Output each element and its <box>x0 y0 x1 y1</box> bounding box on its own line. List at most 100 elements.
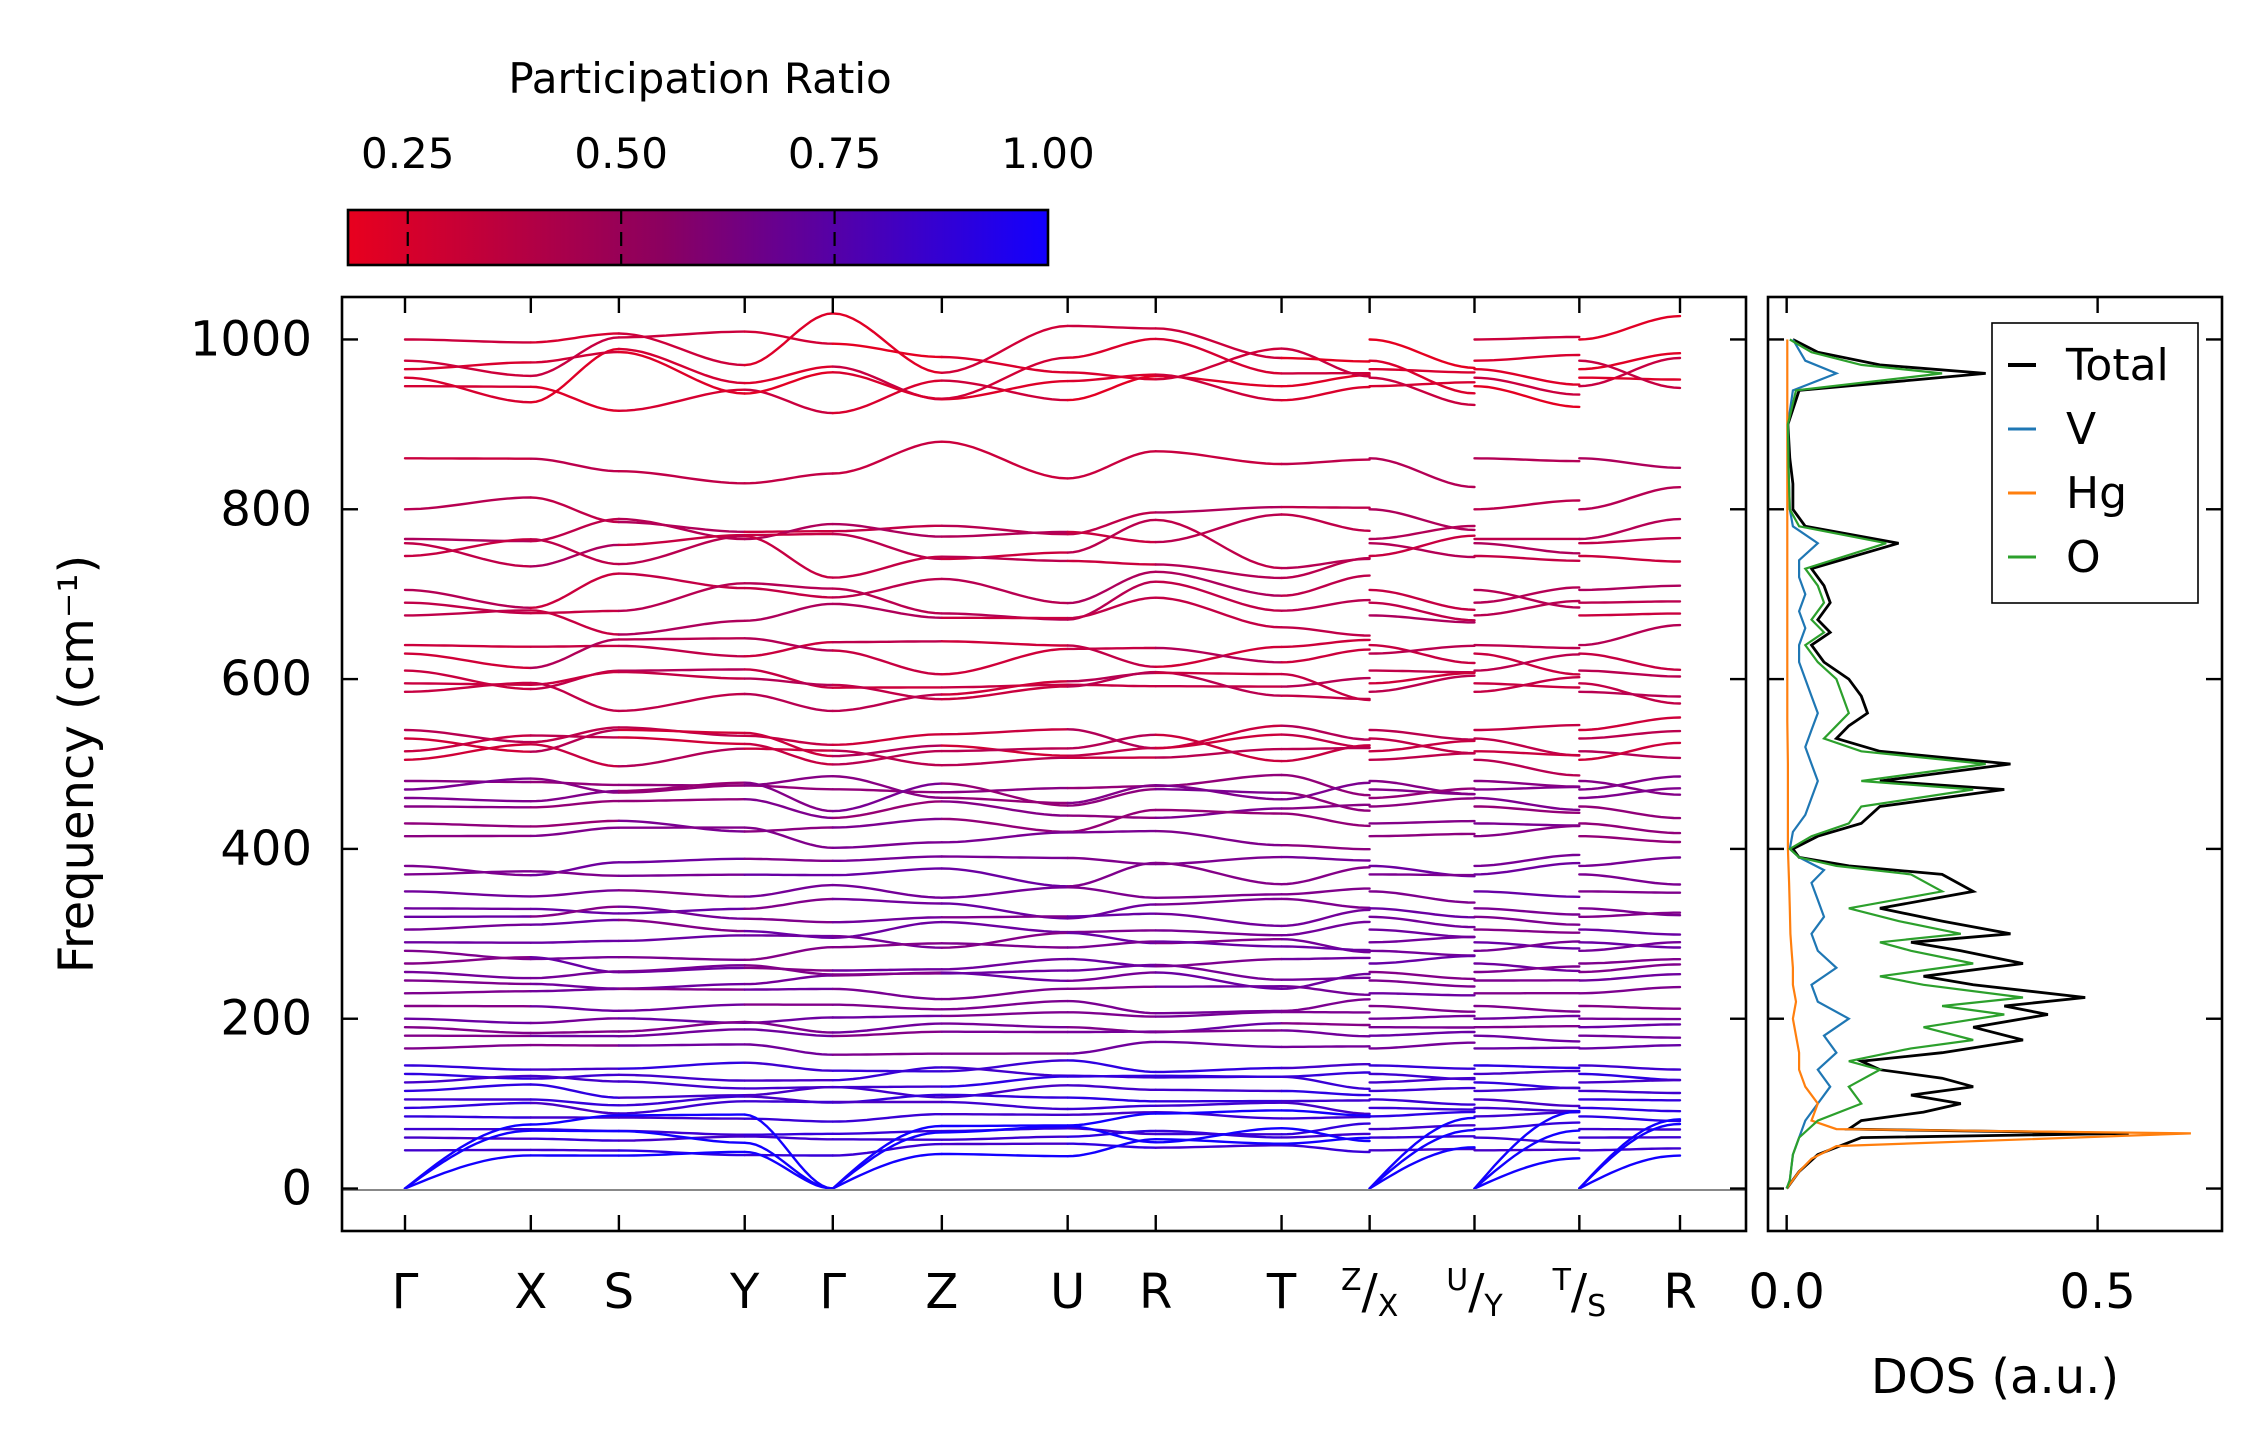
phonon-band-segment <box>1368 819 1476 825</box>
phonon-band-segment <box>1578 1147 1682 1152</box>
phonon-band-segment <box>1473 723 1581 732</box>
phonon-band-segment <box>1280 908 1371 928</box>
phonon-band-segment <box>831 1124 943 1190</box>
phonon-band-segment <box>1368 338 1476 370</box>
phonon-band-segment <box>1473 353 1581 362</box>
phonon-band-segment <box>1368 457 1476 489</box>
phonon-band-segment <box>940 324 1069 374</box>
phonon-band-segment <box>617 905 746 920</box>
phonon-band-segment <box>1280 897 1371 909</box>
phonon-band-segment <box>403 542 532 568</box>
phonon-band-segment <box>743 1100 834 1104</box>
phonon-band-segment <box>1066 1096 1157 1103</box>
phonon-band-segment <box>831 897 943 905</box>
phonon-band-segment <box>831 1069 943 1073</box>
phonon-band-segment <box>529 905 621 918</box>
phonon-band-segment <box>403 385 532 388</box>
phonon-band-segment <box>743 781 834 813</box>
phonon-band-segment <box>1154 829 1283 847</box>
phonon-band-segment <box>403 796 532 803</box>
phonon-band-segment <box>403 1043 532 1050</box>
phonon-band-segment <box>1368 954 1476 965</box>
phonon-band-segment <box>1066 511 1157 536</box>
phonon-band-segment <box>1578 352 1682 371</box>
phonon-band-segment <box>940 1084 1069 1099</box>
phonon-band-segment <box>403 652 532 670</box>
phonon-band-segment <box>743 677 834 687</box>
phonon-band-segment <box>1066 999 1157 1015</box>
phonon-band-segment <box>529 1137 621 1142</box>
dos-x-tick-label: 0.0 <box>1748 1264 1824 1320</box>
phonon-band-segment <box>831 942 943 949</box>
phonon-band-segment <box>743 1141 834 1190</box>
phonon-band-segment <box>1154 807 1283 819</box>
phonon-band-segment <box>1368 614 1476 624</box>
phonon-band-segment <box>1368 1064 1476 1070</box>
phonon-band-segment <box>617 873 746 877</box>
phonon-band-segment <box>1578 907 1682 917</box>
phonon-band-segment <box>1368 1110 1476 1118</box>
phonon-band-segment <box>1066 784 1157 805</box>
phonon-band-segment <box>940 931 1069 949</box>
phonon-band-segment <box>831 602 943 619</box>
phonon-band-segment <box>1473 928 1581 934</box>
phonon-band-segment <box>1280 1099 1371 1103</box>
phonon-band-segment <box>617 736 746 746</box>
phonon-band-segment <box>617 332 746 367</box>
phonon-band-segment <box>1154 929 1283 937</box>
phonon-band-segment <box>1280 866 1371 886</box>
band-plot-frame <box>340 295 1748 1233</box>
phonon-band-segment <box>617 798 746 803</box>
y-tick-label: 400 <box>220 821 312 877</box>
phonon-band-segment <box>940 1112 1069 1117</box>
phonon-band-segment <box>1473 588 1581 609</box>
phonon-band-segment <box>1578 517 1682 541</box>
colorbar-gradient <box>346 208 1050 267</box>
phonon-band-segment <box>529 681 621 713</box>
phonon-band-segment <box>403 1123 532 1190</box>
phonon-band-segment <box>529 889 621 898</box>
phonon-band-segment <box>940 440 1069 480</box>
phonon-band-segment <box>1368 1086 1476 1093</box>
phonon-band-segment <box>1368 671 1476 685</box>
phonon-band-segment <box>1578 1034 1682 1039</box>
phonon-band-segment <box>940 1075 1069 1088</box>
phonon-band-segment <box>831 522 943 538</box>
dos-plot-frame <box>1766 295 2224 1233</box>
phonon-band-segment <box>403 1072 532 1080</box>
phonon-band-segment <box>1280 976 1371 981</box>
phonon-band-segment <box>940 782 1069 807</box>
phonon-band-segment <box>743 522 834 541</box>
phonon-band-segment <box>831 649 943 676</box>
phonon-band-segment <box>1154 1101 1283 1108</box>
phonon-band-segment <box>743 946 834 961</box>
phonon-band-segment <box>1066 886 1157 899</box>
phonon-band-segment <box>529 332 621 344</box>
phonon-band-segment <box>1578 1078 1682 1084</box>
phonon-band-segment <box>1473 652 1581 676</box>
phonon-band-segment <box>743 668 834 689</box>
phonon-band-segment <box>940 756 1069 767</box>
phonon-band-segment <box>1368 832 1476 838</box>
phonon-band-segment <box>617 1080 746 1090</box>
phonon-band-segment <box>1368 949 1476 957</box>
phonon-band-segment <box>1473 779 1581 788</box>
phonon-band-segment <box>1368 669 1476 674</box>
phonon-band-segment <box>1473 1046 1581 1050</box>
colorbar-tick-label: 0.75 <box>788 129 882 178</box>
phonon-band-segment <box>1066 963 1157 972</box>
phonon-band-segment <box>743 731 834 758</box>
dos-x-axis-label: DOS (a.u.) <box>1871 1349 2119 1405</box>
phonon-band-segment <box>940 747 1069 753</box>
phonon-band-segment <box>617 637 746 641</box>
phonon-band-segment <box>1280 781 1371 801</box>
dos-panel: 0.0 0.5 DOS (a.u.) Total V Hg O <box>1748 295 2224 1405</box>
phonon-band-segment <box>1154 733 1283 763</box>
phonon-band-segment <box>617 533 746 547</box>
phonon-band-segment <box>1066 570 1157 605</box>
phonon-band-segment <box>1473 1106 1581 1113</box>
phonon-band-segment <box>1578 359 1682 390</box>
phonon-band-segment <box>1280 356 1371 363</box>
phonon-band-segment <box>1368 1106 1476 1111</box>
phonon-band-segment <box>1154 596 1283 629</box>
